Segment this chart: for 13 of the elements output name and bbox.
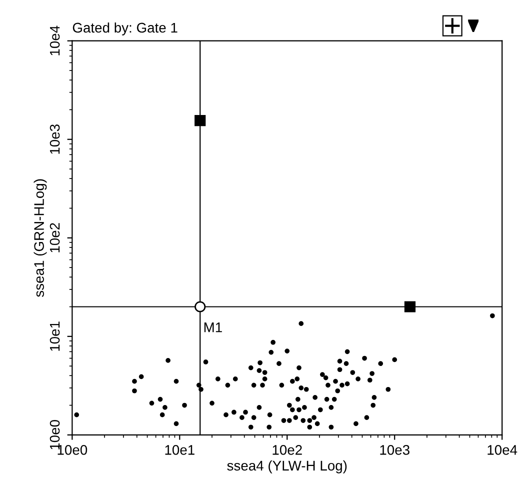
y-tick-label: 10e3 [50, 124, 60, 154]
y-tick-label: 10e4 [50, 26, 60, 56]
y-tick-label: 10e1 [50, 322, 60, 351]
x-tick-label: 10e1 [165, 445, 194, 455]
chart-title: Gated by: Gate 1 [72, 22, 178, 36]
x-axis-title: ssea4 (YLW-H Log) [227, 460, 347, 474]
y-axis-title: ssea1 (GRN-HLog) [34, 179, 47, 297]
annotation: M1 [204, 322, 222, 332]
x-tick-label: 10e3 [380, 445, 410, 455]
x-tick-label: 10e2 [272, 445, 302, 455]
x-tick-label: 10e0 [58, 445, 88, 455]
x-tick-label: 10e4 [488, 445, 518, 455]
y-tick-label: 10e2 [50, 223, 60, 252]
